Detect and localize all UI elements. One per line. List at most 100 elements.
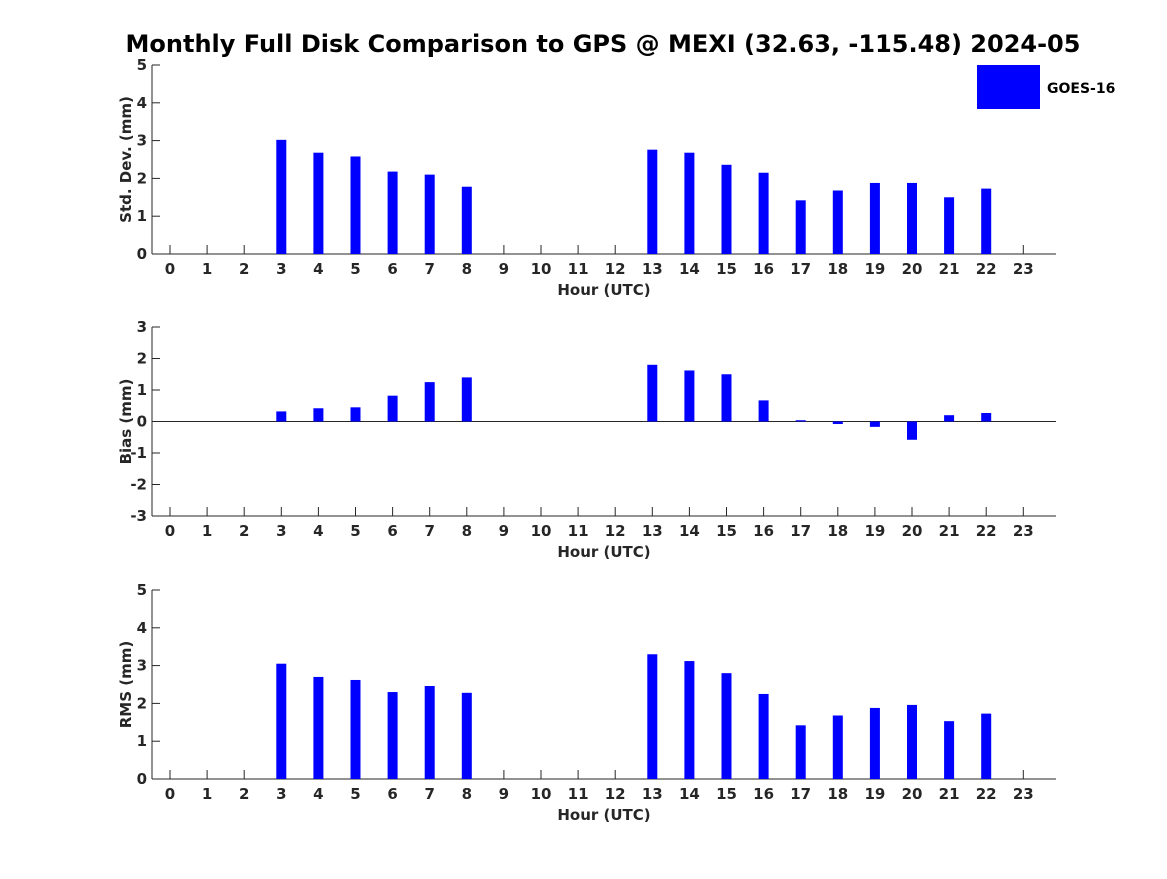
x-tick-label: 6 — [387, 785, 397, 803]
x-tick-label: 1 — [202, 260, 212, 278]
y-tick-label: -3 — [130, 507, 147, 525]
x-tick-label: 9 — [499, 260, 509, 278]
x-tick-label: 15 — [716, 785, 737, 803]
y-tick-label: 5 — [137, 56, 147, 74]
x-tick-label: 17 — [790, 785, 811, 803]
x-tick-label: 12 — [605, 522, 626, 540]
x-tick-label: 9 — [499, 785, 509, 803]
x-tick-label: 16 — [753, 260, 774, 278]
bar-hour-8 — [461, 692, 472, 779]
y-tick-label: -2 — [130, 476, 147, 494]
bar-hour-18 — [832, 421, 843, 425]
x-tick-label: 23 — [1013, 260, 1034, 278]
bar-hour-5 — [350, 679, 361, 779]
bar-hour-14 — [684, 152, 695, 254]
x-tick-label: 16 — [753, 785, 774, 803]
x-tick-label: 4 — [313, 522, 323, 540]
y-tick-label: 0 — [137, 245, 147, 263]
bar-hour-19 — [869, 707, 880, 779]
chart-title: Monthly Full Disk Comparison to GPS @ ME… — [126, 30, 1081, 58]
x-tick-label: 14 — [679, 785, 700, 803]
x-tick-label: 7 — [424, 522, 434, 540]
bar-hour-14 — [684, 661, 695, 779]
bar-hour-16 — [758, 172, 769, 254]
bar-hour-19 — [869, 421, 880, 427]
x-tick-label: 3 — [276, 522, 286, 540]
x-tick-label: 12 — [605, 260, 626, 278]
y-tick-label: 2 — [137, 694, 147, 712]
x-tick-label: 23 — [1013, 522, 1034, 540]
x-tick-label: 17 — [790, 522, 811, 540]
bar-hour-15 — [721, 673, 732, 779]
y-tick-label: 2 — [137, 169, 147, 187]
x-tick-label: 5 — [350, 260, 360, 278]
x-tick-label: 6 — [387, 260, 397, 278]
bar-hour-21 — [944, 721, 955, 779]
y-tick-label: 1 — [137, 207, 147, 225]
bar-hour-5 — [350, 407, 361, 422]
legend-swatch — [977, 65, 1040, 109]
x-tick-label: 8 — [462, 522, 472, 540]
x-tick-label: 2 — [239, 785, 249, 803]
bar-hour-7 — [424, 686, 435, 779]
x-tick-label: 1 — [202, 522, 212, 540]
x-tick-label: 10 — [531, 260, 552, 278]
x-tick-label: 23 — [1013, 785, 1034, 803]
x-tick-label: 4 — [313, 260, 323, 278]
x-tick-label: 19 — [864, 260, 885, 278]
bar-hour-8 — [461, 186, 472, 254]
x-tick-label: 12 — [605, 785, 626, 803]
bar-hour-13 — [647, 654, 658, 779]
x-tick-label: 21 — [939, 260, 960, 278]
bar-hour-22 — [981, 713, 992, 779]
x-tick-label: 10 — [531, 522, 552, 540]
x-tick-label: 18 — [827, 785, 848, 803]
x-tick-label: 9 — [499, 522, 509, 540]
bar-hour-18 — [832, 190, 843, 254]
x-tick-label: 7 — [424, 785, 434, 803]
y-tick-label: 3 — [137, 318, 147, 336]
x-tick-label: 22 — [976, 785, 997, 803]
x-tick-label: 20 — [902, 260, 923, 278]
bar-hour-15 — [721, 374, 732, 422]
x-tick-label: 21 — [939, 522, 960, 540]
bar-hour-3 — [276, 139, 287, 254]
x-tick-label: 2 — [239, 260, 249, 278]
x-tick-label: 21 — [939, 785, 960, 803]
bar-hour-22 — [981, 188, 992, 254]
x-tick-label: 20 — [902, 785, 923, 803]
x-tick-label: 22 — [976, 260, 997, 278]
bar-hour-3 — [276, 663, 287, 779]
bar-hour-21 — [944, 197, 955, 254]
x-tick-label: 4 — [313, 785, 323, 803]
x-tick-label: 5 — [350, 522, 360, 540]
y-tick-label: 0 — [137, 770, 147, 788]
x-tick-label: 7 — [424, 260, 434, 278]
x-tick-label: 13 — [642, 522, 663, 540]
x-tick-label: 14 — [679, 522, 700, 540]
bar-hour-16 — [758, 400, 769, 422]
x-tick-label: 19 — [864, 522, 885, 540]
x-tick-label: 8 — [462, 785, 472, 803]
bar-hour-5 — [350, 156, 361, 254]
x-tick-label: 1 — [202, 785, 212, 803]
x-tick-label: 13 — [642, 785, 663, 803]
bar-hour-20 — [907, 421, 917, 440]
bar-hour-13 — [647, 364, 658, 422]
bar-hour-21 — [944, 415, 955, 422]
bar-hour-8 — [461, 377, 472, 422]
y-tick-label: 5 — [137, 581, 147, 599]
x-tick-label: 18 — [827, 260, 848, 278]
x-axis-label: Hour (UTC) — [557, 543, 650, 561]
x-tick-label: 8 — [462, 260, 472, 278]
y-axis-label: Std. Dev. (mm) — [117, 96, 135, 223]
y-tick-label: 4 — [137, 94, 147, 112]
bar-hour-6 — [387, 395, 398, 422]
bar-hour-13 — [647, 149, 658, 254]
x-tick-label: 19 — [864, 785, 885, 803]
bar-hour-4 — [313, 152, 324, 254]
bar-hour-20 — [907, 182, 917, 254]
bar-hour-7 — [424, 382, 435, 422]
bar-hour-18 — [832, 715, 843, 779]
